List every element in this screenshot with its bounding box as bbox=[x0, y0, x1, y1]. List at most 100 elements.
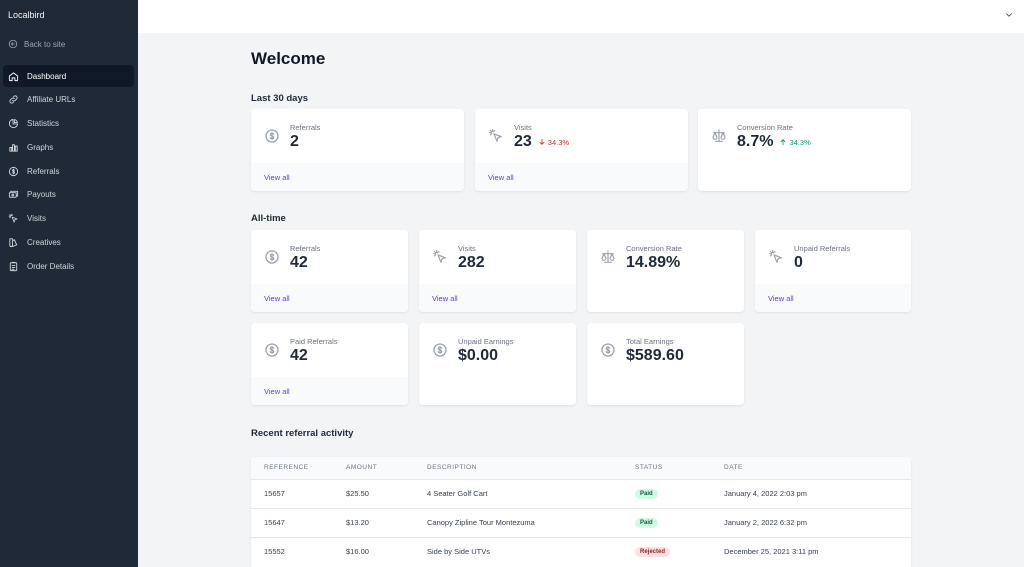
card-footer: View all bbox=[251, 377, 408, 405]
sidebar-item-order-details[interactable]: Order Details bbox=[3, 255, 134, 277]
cell-reference: 15647 bbox=[251, 507, 346, 537]
currency-dollar-icon bbox=[264, 249, 280, 265]
home-icon bbox=[8, 71, 19, 82]
stat-card-visits-30d: Visits 23 34.3% View all bbox=[475, 109, 688, 191]
cell-status: Paid bbox=[635, 507, 724, 537]
change-value: 34.3% bbox=[547, 137, 570, 147]
stat-value-number: 2 bbox=[290, 133, 299, 150]
cursor-click-icon bbox=[8, 213, 19, 224]
column-header-reference: REFERENCE bbox=[251, 457, 346, 479]
table-row: 15647 $13.20 Canopy Zipline Tour Montezu… bbox=[251, 507, 911, 537]
sidebar-item-label: Graphs bbox=[27, 142, 54, 152]
stat-value: 282 bbox=[458, 254, 485, 272]
chevron-down-icon[interactable] bbox=[1004, 10, 1014, 20]
cell-reference: 15552 bbox=[251, 536, 346, 566]
sidebar-item-creatives[interactable]: Creatives bbox=[3, 232, 134, 254]
sidebar-item-referrals[interactable]: Referrals bbox=[3, 160, 134, 182]
sidebar-item-graphs[interactable]: Graphs bbox=[3, 136, 134, 158]
stat-label: Visits bbox=[514, 123, 532, 132]
stat-label: Paid Referrals bbox=[290, 337, 338, 346]
back-to-site-link[interactable]: Back to site bbox=[8, 39, 65, 49]
section-title-recent-activity: Recent referral activity bbox=[251, 428, 354, 439]
stat-value-number: 282 bbox=[458, 254, 485, 271]
status-badge: Paid bbox=[635, 518, 658, 528]
stat-label: Referrals bbox=[290, 244, 321, 253]
cursor-click-icon bbox=[768, 249, 784, 265]
stat-card-conversion-rate-30d: Conversion Rate 8.7% 34.3% bbox=[698, 109, 911, 191]
sidebar-item-payouts[interactable]: Payouts bbox=[3, 184, 134, 206]
sidebar-item-affiliate-urls[interactable]: Affiliate URLs bbox=[3, 89, 134, 111]
card-footer: View all bbox=[251, 163, 464, 191]
view-all-link[interactable]: View all bbox=[488, 173, 514, 182]
cell-date: January 4, 2022 2:03 pm bbox=[724, 478, 911, 508]
sidebar: Localbird Back to site Dashboard Affilia… bbox=[0, 0, 138, 567]
sidebar-item-statistics[interactable]: Statistics bbox=[3, 113, 134, 135]
page-title: Welcome bbox=[251, 49, 326, 68]
stat-card-referrals-all: Referrals 42 View all bbox=[251, 230, 408, 312]
cell-description: Side by Side UTVs bbox=[427, 536, 635, 566]
link-icon bbox=[8, 94, 19, 105]
arrow-up-icon bbox=[779, 138, 787, 146]
cell-description: Canopy Zipline Tour Montezuma bbox=[427, 507, 635, 537]
stat-value-number: $589.60 bbox=[626, 347, 684, 364]
stat-value: 42 bbox=[290, 254, 308, 272]
sidebar-item-visits[interactable]: Visits bbox=[3, 208, 134, 230]
table-row: 15552 $16.00 Side by Side UTVs Rejected … bbox=[251, 536, 911, 566]
chart-pie-icon bbox=[8, 118, 19, 129]
view-all-link[interactable]: View all bbox=[264, 387, 290, 396]
column-header-description: DESCRIPTION bbox=[427, 457, 635, 479]
stat-card-paid-referrals: Paid Referrals 42 View all bbox=[251, 323, 408, 405]
status-badge: Paid bbox=[635, 489, 658, 499]
change-indicator: 34.3% bbox=[779, 137, 811, 147]
arrow-down-icon bbox=[538, 138, 546, 146]
card-footer: View all bbox=[419, 284, 576, 312]
currency-dollar-icon bbox=[600, 342, 616, 358]
stat-value-number: 42 bbox=[290, 254, 308, 271]
stat-value-number: 0 bbox=[794, 254, 803, 271]
status-badge: Rejected bbox=[635, 547, 671, 558]
stat-value: 23 34.3% bbox=[514, 133, 569, 151]
stat-label: Conversion Rate bbox=[737, 123, 793, 132]
change-indicator: 34.3% bbox=[538, 138, 569, 147]
view-all-link[interactable]: View all bbox=[432, 294, 458, 303]
card-footer: View all bbox=[755, 284, 911, 312]
sidebar-item-label: Referrals bbox=[27, 166, 60, 176]
column-header-status: STATUS bbox=[635, 457, 724, 479]
referral-activity-table: REFERENCE AMOUNT DESCRIPTION STATUS DATE… bbox=[251, 457, 911, 567]
change-value: 34.3% bbox=[789, 137, 811, 147]
sidebar-item-label: Statistics bbox=[27, 119, 60, 129]
color-swatch-icon bbox=[8, 237, 19, 248]
currency-dollar-icon bbox=[432, 342, 448, 358]
arrow-circle-left-icon bbox=[8, 39, 18, 49]
section-title-all-time: All-time bbox=[251, 213, 286, 224]
stat-value: 2 bbox=[290, 133, 299, 151]
cell-description: 4 Seater Golf Cart bbox=[427, 478, 635, 508]
brand-name: Localbird bbox=[8, 10, 45, 20]
cell-date: December 25, 2021 3:11 pm bbox=[724, 536, 911, 566]
stat-value-number: $0.00 bbox=[458, 347, 499, 364]
cell-date: January 2, 2022 6:32 pm bbox=[724, 507, 911, 537]
stat-card-total-earnings: Total Earnings $589.60 bbox=[587, 323, 744, 405]
view-all-link[interactable]: View all bbox=[768, 294, 794, 303]
sidebar-item-label: Creatives bbox=[27, 238, 61, 248]
cell-amount: $16.00 bbox=[346, 536, 427, 566]
cell-status: Rejected bbox=[635, 536, 724, 566]
stat-value: 14.89% bbox=[626, 254, 680, 272]
sidebar-item-label: Affiliate URLs bbox=[27, 95, 76, 105]
currency-dollar-icon bbox=[264, 128, 280, 144]
cell-amount: $25.50 bbox=[346, 478, 427, 508]
view-all-link[interactable]: View all bbox=[264, 173, 290, 182]
stat-card-referrals-30d: Referrals 2 View all bbox=[251, 109, 464, 191]
sidebar-item-label: Payouts bbox=[27, 190, 56, 200]
stat-label: Unpaid Referrals bbox=[794, 244, 851, 253]
cursor-click-icon bbox=[488, 128, 504, 144]
top-bar bbox=[138, 0, 1024, 33]
sidebar-item-label: Order Details bbox=[27, 261, 75, 271]
stat-value: $589.60 bbox=[626, 347, 684, 365]
table-row: 15657 $25.50 4 Seater Golf Cart Paid Jan… bbox=[251, 478, 911, 508]
stat-card-unpaid-referrals: Unpaid Referrals 0 View all bbox=[755, 230, 911, 312]
stat-value-number: 8.7% bbox=[737, 133, 774, 150]
stat-value: 8.7% 34.3% bbox=[737, 133, 811, 151]
sidebar-item-dashboard[interactable]: Dashboard bbox=[3, 65, 134, 87]
view-all-link[interactable]: View all bbox=[264, 294, 290, 303]
